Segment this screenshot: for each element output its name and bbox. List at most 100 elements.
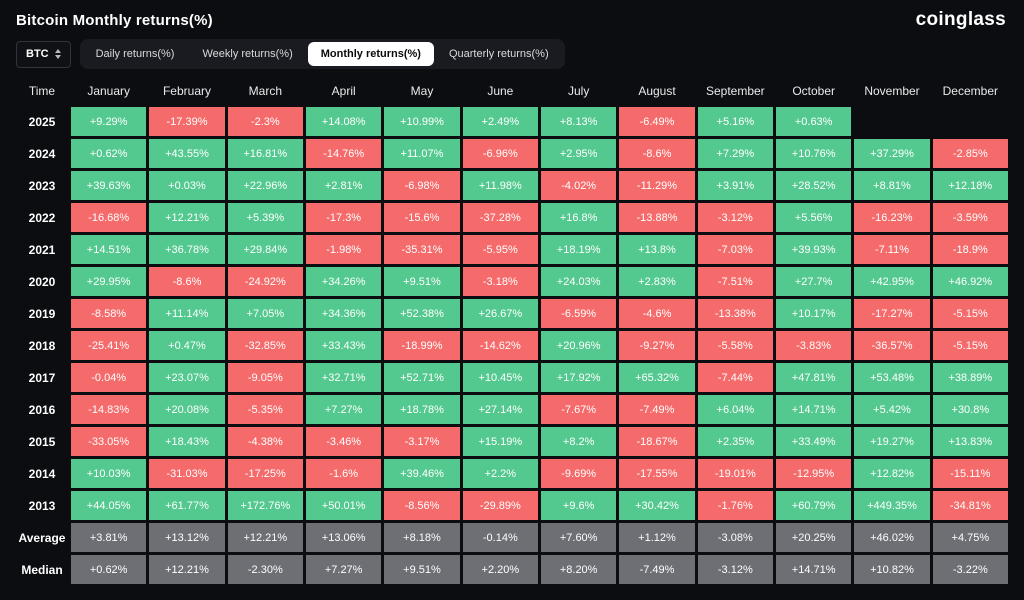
return-cell: +39.46% <box>384 459 460 488</box>
return-cell: +60.79% <box>776 491 852 520</box>
return-cell: -2.3% <box>227 107 303 136</box>
return-cell: +29.84% <box>227 235 303 264</box>
return-cell: +7.27% <box>306 555 382 584</box>
return-cell: +33.43% <box>306 331 382 360</box>
return-cell: -1.6% <box>306 459 382 488</box>
return-cell: +11.14% <box>149 299 225 328</box>
return-cell: -18.99% <box>384 331 460 360</box>
return-cell: -35.31% <box>384 235 460 264</box>
return-cell: +2.20% <box>462 555 538 584</box>
column-header-june: June <box>487 84 514 98</box>
return-cell: -3.59% <box>932 203 1008 232</box>
return-cell: -4.6% <box>619 299 695 328</box>
column-header-may: May <box>410 84 434 98</box>
return-cell: -2.85% <box>932 139 1008 168</box>
column-header-august: August <box>638 84 676 98</box>
coin-selector[interactable]: BTC <box>16 40 71 68</box>
return-cell: +53.48% <box>854 363 930 392</box>
tab-weekly-returns[interactable]: Weekly returns(%) <box>189 42 305 66</box>
topbar: Bitcoin Monthly returns(%) coinglass <box>0 0 1024 35</box>
return-cell: -6.49% <box>619 107 695 136</box>
return-cell: -13.38% <box>697 299 773 328</box>
return-cell: -17.25% <box>227 459 303 488</box>
return-cell: +14.71% <box>776 395 852 424</box>
row-label-2021: 2021 <box>28 242 56 257</box>
return-cell: -19.01% <box>697 459 773 488</box>
return-cell: +2.81% <box>306 171 382 200</box>
return-cell: +24.03% <box>541 267 617 296</box>
return-cell: -9.05% <box>227 363 303 392</box>
return-cell: +47.81% <box>776 363 852 392</box>
return-cell: +34.26% <box>306 267 382 296</box>
return-cell: +7.05% <box>227 299 303 328</box>
return-cell: +16.81% <box>227 139 303 168</box>
return-cell: +2.83% <box>619 267 695 296</box>
return-cell: +8.18% <box>384 523 460 552</box>
tab-quarterly-returns[interactable]: Quarterly returns(%) <box>436 42 562 66</box>
return-cell: -18.9% <box>932 235 1008 264</box>
column-header-march: March <box>248 84 282 98</box>
return-cell: -8.58% <box>71 299 147 328</box>
return-cell: +0.63% <box>776 107 852 136</box>
return-cell: +34.36% <box>306 299 382 328</box>
return-cell: +13.83% <box>932 427 1008 456</box>
return-cell: +18.43% <box>149 427 225 456</box>
return-cell: -14.62% <box>462 331 538 360</box>
return-cell: -15.6% <box>384 203 460 232</box>
return-cell: +61.77% <box>149 491 225 520</box>
return-cell: -36.57% <box>854 331 930 360</box>
return-cell: +8.2% <box>541 427 617 456</box>
return-cell: -33.05% <box>71 427 147 456</box>
return-cell: +9.51% <box>384 555 460 584</box>
return-cell: -24.92% <box>227 267 303 296</box>
return-cell: -12.95% <box>776 459 852 488</box>
return-cell: +2.35% <box>697 427 773 456</box>
return-cell: +27.14% <box>462 395 538 424</box>
return-cell: +18.78% <box>384 395 460 424</box>
column-header-time: Time <box>28 84 56 98</box>
return-cell: +13.06% <box>306 523 382 552</box>
return-cell: +13.8% <box>619 235 695 264</box>
return-cell: +16.8% <box>541 203 617 232</box>
return-cell: +39.63% <box>71 171 147 200</box>
return-cell: +7.29% <box>697 139 773 168</box>
return-cell: +19.27% <box>854 427 930 456</box>
return-cell: -7.11% <box>854 235 930 264</box>
return-cell: +14.08% <box>306 107 382 136</box>
return-cell: +27.7% <box>776 267 852 296</box>
return-cell: +7.27% <box>306 395 382 424</box>
return-cell: +12.21% <box>149 203 225 232</box>
return-cell: -31.03% <box>149 459 225 488</box>
return-cell: +12.18% <box>932 171 1008 200</box>
row-label-2019: 2019 <box>28 306 56 321</box>
return-cell: +65.32% <box>619 363 695 392</box>
return-cell: -5.58% <box>697 331 773 360</box>
return-cell: +8.20% <box>541 555 617 584</box>
return-cell: +14.71% <box>776 555 852 584</box>
return-cell: -6.98% <box>384 171 460 200</box>
return-cell: +10.99% <box>384 107 460 136</box>
column-header-january: January <box>87 84 131 98</box>
return-cell: -7.49% <box>619 395 695 424</box>
return-cell: -9.69% <box>541 459 617 488</box>
tab-daily-returns[interactable]: Daily returns(%) <box>83 42 188 66</box>
return-cell: -1.98% <box>306 235 382 264</box>
column-header-december: December <box>942 84 998 98</box>
return-cell: +172.76% <box>227 491 303 520</box>
tab-monthly-returns[interactable]: Monthly returns(%) <box>307 42 434 66</box>
return-cell: -9.27% <box>619 331 695 360</box>
return-cell: -7.67% <box>541 395 617 424</box>
return-cell: -32.85% <box>227 331 303 360</box>
return-cell: +32.71% <box>306 363 382 392</box>
return-cell: +23.07% <box>149 363 225 392</box>
return-cell <box>854 107 929 136</box>
return-cell: +50.01% <box>306 491 382 520</box>
return-cell: -25.41% <box>71 331 147 360</box>
return-cell: -7.51% <box>697 267 773 296</box>
row-label-2013: 2013 <box>28 498 56 513</box>
return-cell: -16.68% <box>71 203 147 232</box>
return-cell: -18.67% <box>619 427 695 456</box>
return-cell: +26.67% <box>462 299 538 328</box>
return-cell: +12.21% <box>227 523 303 552</box>
row-label-2025: 2025 <box>28 114 56 129</box>
